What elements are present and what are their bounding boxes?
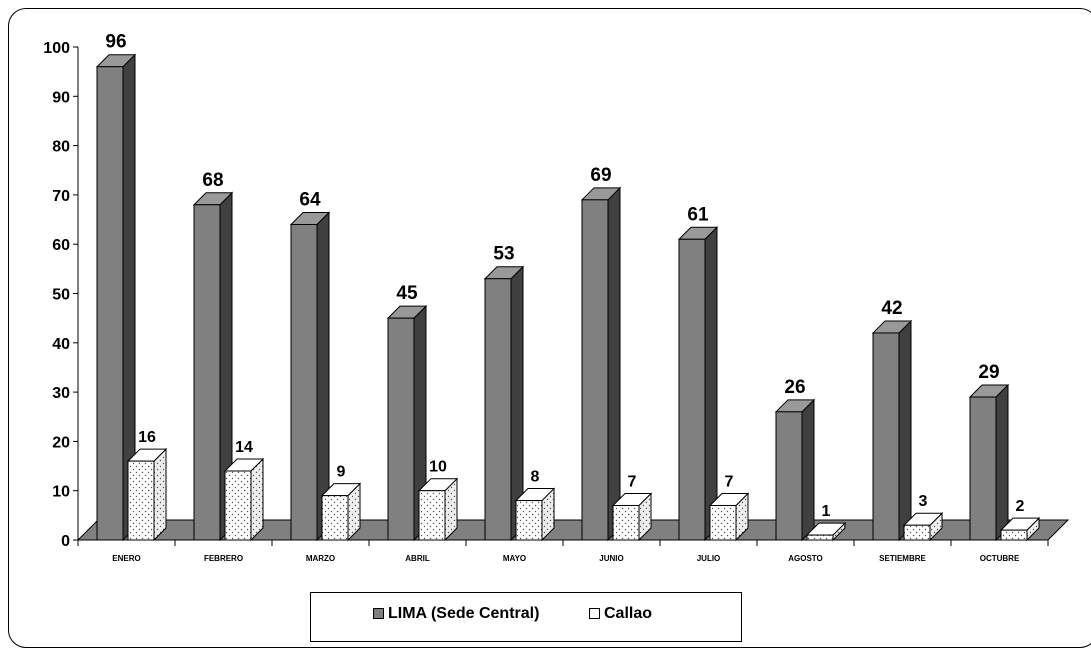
data-label-callao: 16 bbox=[138, 429, 156, 446]
data-label-callao: 1 bbox=[822, 503, 831, 520]
data-label-callao: 7 bbox=[628, 473, 637, 490]
bar-lima-front bbox=[678, 238, 706, 541]
data-label-callao: 8 bbox=[531, 469, 540, 486]
bar-lima-front bbox=[775, 411, 803, 541]
x-category-label: FEBRERO bbox=[204, 554, 243, 563]
bar-callao bbox=[902, 512, 944, 542]
bar-lima-side bbox=[995, 383, 1009, 542]
bar-lima-front bbox=[290, 223, 318, 541]
data-label-lima: 69 bbox=[590, 165, 611, 186]
y-tick-label: 20 bbox=[52, 434, 70, 451]
bar-callao-front bbox=[612, 504, 640, 541]
legend-label-callao: Callao bbox=[604, 605, 653, 622]
y-tick-label: 30 bbox=[52, 385, 70, 402]
bar-callao-front bbox=[903, 524, 931, 541]
bar-lima-front bbox=[484, 278, 512, 541]
x-category-label: SETIEMBRE bbox=[879, 554, 926, 563]
data-label-callao: 2 bbox=[1016, 498, 1025, 515]
data-label-lima: 64 bbox=[299, 189, 321, 210]
legend-swatch-callao bbox=[589, 608, 600, 619]
data-label-callao: 14 bbox=[235, 439, 253, 456]
bar-callao-front bbox=[515, 500, 543, 541]
bar-callao bbox=[514, 487, 556, 542]
bar-callao bbox=[999, 516, 1041, 542]
bar-callao-front bbox=[806, 534, 834, 541]
y-tick-label: 40 bbox=[52, 336, 70, 353]
bar-callao bbox=[611, 492, 653, 542]
legend: LIMA (Sede Central) Callao bbox=[310, 592, 742, 642]
bar-chart: 0 10 20 30 40 50 60 70 80 90 100 ENERO FEBRERO MARZO A… bbox=[43, 32, 1070, 563]
legend-label-lima: LIMA (Sede Central) bbox=[388, 605, 540, 622]
data-label-callao: 10 bbox=[429, 459, 447, 476]
x-category-label: ENERO bbox=[112, 554, 140, 563]
data-label-lima: 42 bbox=[881, 298, 902, 319]
y-tick-label: 60 bbox=[52, 237, 70, 254]
bar-callao-front bbox=[1000, 529, 1028, 541]
y-tick-label: 10 bbox=[52, 484, 70, 501]
bar-lima-side bbox=[801, 398, 815, 542]
x-category-label: OCTUBRE bbox=[980, 554, 1020, 563]
bar-lima bbox=[580, 186, 622, 542]
bar-callao bbox=[126, 447, 168, 542]
bar-callao bbox=[708, 492, 750, 542]
x-category-label: ABRIL bbox=[405, 554, 430, 563]
bar-lima bbox=[871, 319, 913, 542]
y-tick-label: 70 bbox=[52, 188, 70, 205]
bar-callao-front bbox=[709, 504, 737, 541]
bar-lima-front bbox=[193, 204, 221, 541]
data-label-callao: 7 bbox=[725, 473, 734, 490]
data-label-lima: 96 bbox=[105, 32, 126, 53]
bar-lima bbox=[289, 211, 331, 542]
x-category-label: JUNIO bbox=[599, 554, 623, 563]
bar-lima-front bbox=[387, 317, 415, 541]
data-label-lima: 53 bbox=[493, 244, 514, 265]
legend-item-lima: LIMA (Sede Central) bbox=[373, 605, 539, 623]
bar-lima bbox=[386, 304, 428, 542]
data-label-lima: 29 bbox=[978, 362, 999, 383]
data-label-callao: 9 bbox=[337, 464, 346, 481]
x-category-label: MARZO bbox=[306, 554, 335, 563]
bar-callao-front bbox=[418, 490, 446, 541]
data-label-lima: 68 bbox=[202, 170, 223, 191]
y-tick-label: 80 bbox=[52, 139, 70, 156]
bar-lima-side bbox=[704, 226, 718, 542]
x-category-label: AGOSTO bbox=[788, 554, 823, 563]
data-label-lima: 45 bbox=[396, 283, 418, 304]
bar-lima-front bbox=[872, 332, 900, 541]
bar-callao bbox=[417, 477, 459, 542]
legend-item-callao: Callao bbox=[589, 605, 652, 623]
bar-callao-front bbox=[127, 460, 155, 541]
bar-lima bbox=[95, 53, 137, 542]
x-category-label: MAYO bbox=[503, 554, 526, 563]
bar-callao bbox=[320, 482, 362, 542]
bar-lima-side bbox=[607, 186, 621, 542]
legend-swatch-lima bbox=[373, 608, 384, 619]
y-tick-label: 90 bbox=[52, 89, 70, 106]
y-tick-label: 100 bbox=[43, 40, 70, 57]
data-label-lima: 26 bbox=[784, 377, 805, 398]
bar-lima bbox=[192, 191, 234, 542]
bar-callao-front bbox=[321, 495, 349, 541]
bar-callao bbox=[805, 521, 847, 542]
bar-lima bbox=[483, 265, 525, 542]
y-tick-label: 0 bbox=[61, 533, 70, 550]
data-label-lima: 61 bbox=[687, 204, 709, 225]
bar-callao bbox=[223, 457, 265, 542]
bar-lima bbox=[774, 398, 816, 542]
bar-lima bbox=[677, 226, 719, 542]
bar-lima-front bbox=[581, 199, 609, 541]
bar-lima-front bbox=[969, 396, 997, 541]
bar-lima-side bbox=[898, 319, 912, 542]
bar-lima-front bbox=[96, 66, 124, 541]
bar-callao-side bbox=[250, 457, 264, 542]
y-tick-label: 50 bbox=[52, 287, 70, 304]
bar-callao-side bbox=[153, 447, 167, 542]
data-label-callao: 3 bbox=[919, 493, 928, 510]
bar-lima bbox=[968, 383, 1010, 542]
bar-callao-front bbox=[224, 470, 252, 541]
x-category-label: JULIO bbox=[697, 554, 721, 563]
